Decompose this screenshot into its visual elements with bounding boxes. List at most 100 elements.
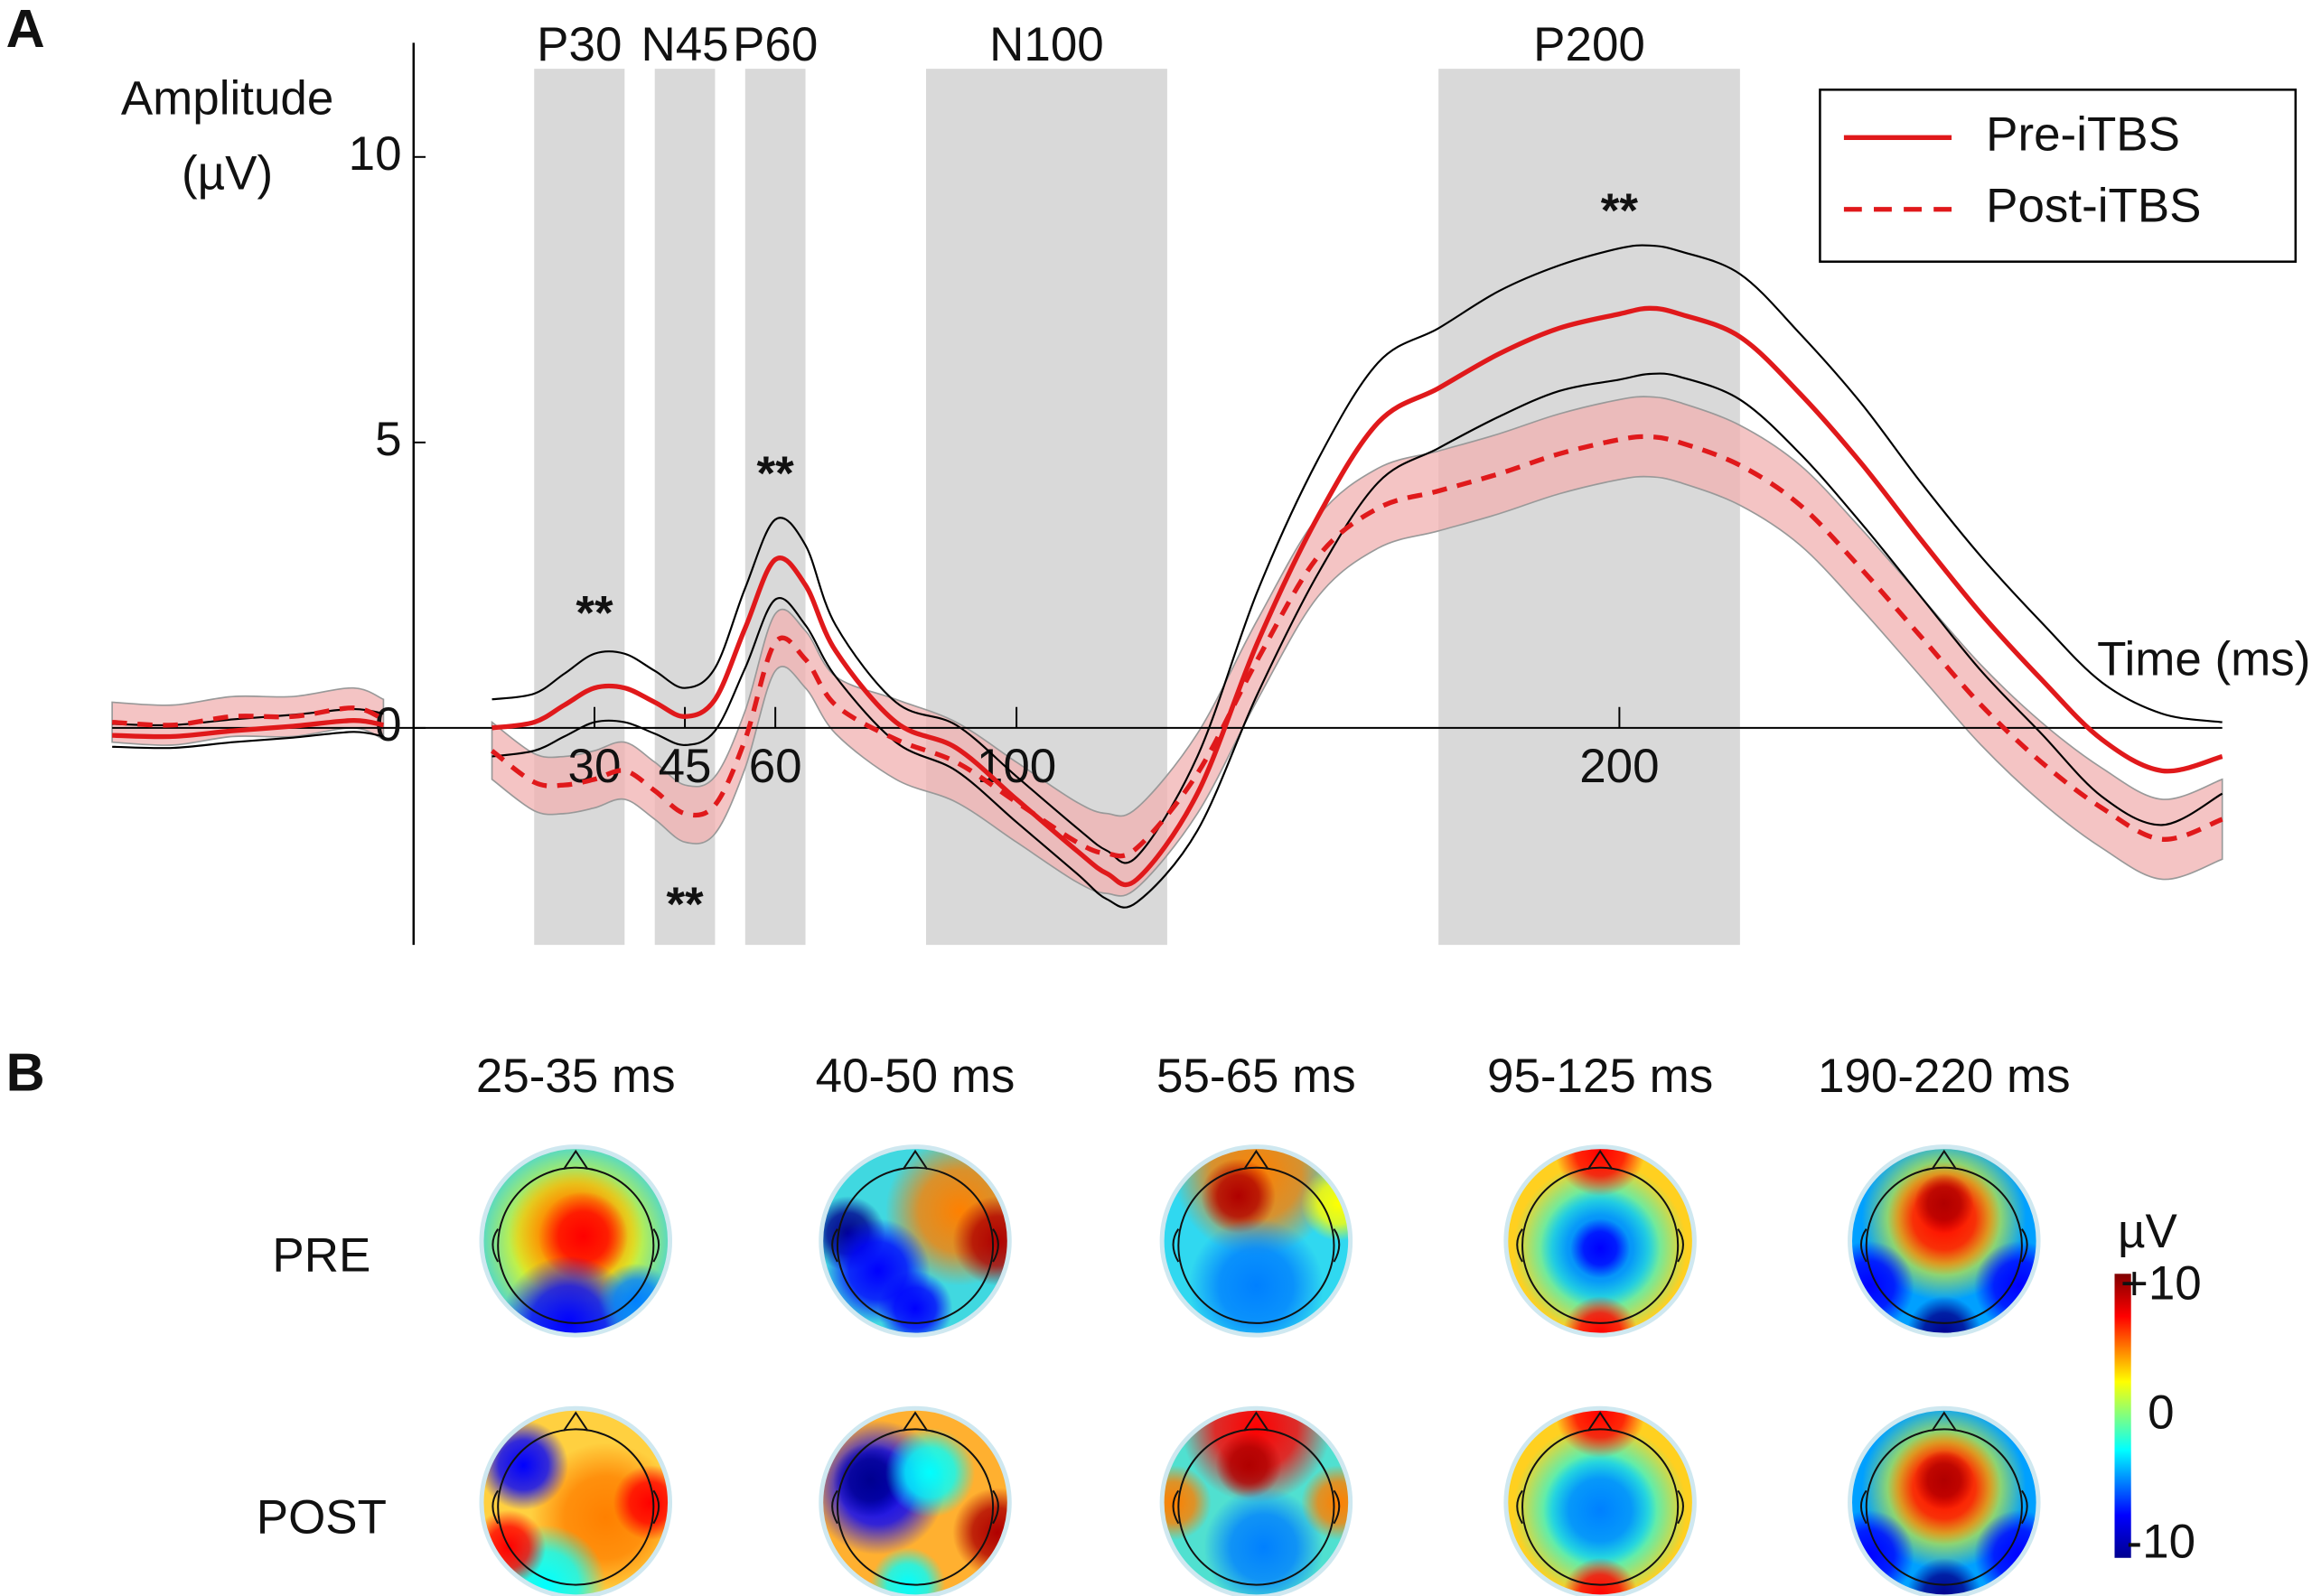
nose — [1931, 1411, 1957, 1432]
topomap-rim — [1503, 1405, 1697, 1596]
x-tick-label: 200 — [1579, 740, 1659, 793]
column-label: 40-50 ms — [816, 1050, 1016, 1103]
ear — [1172, 1489, 1180, 1525]
y-tick-label: 10 — [349, 127, 402, 181]
y-axis-label: (µV) — [182, 146, 273, 200]
row-label: POST — [257, 1490, 387, 1544]
nose — [1587, 1411, 1614, 1432]
ear — [1172, 1228, 1180, 1263]
ear — [1859, 1228, 1867, 1263]
head-outline — [1521, 1428, 1680, 1586]
ear — [1677, 1489, 1684, 1525]
topomap-blob — [1543, 1452, 1658, 1567]
ear — [1333, 1228, 1341, 1263]
x-axis-label: Time (ms) — [2097, 632, 2310, 686]
ear — [1516, 1489, 1523, 1525]
nose — [1243, 1411, 1269, 1432]
nose — [1587, 1149, 1614, 1170]
ear — [1516, 1228, 1523, 1263]
topomap-rim — [819, 1405, 1012, 1596]
topomap-rim — [479, 1144, 673, 1338]
column-label: 25-35 ms — [476, 1050, 676, 1103]
topomap — [1849, 1146, 2039, 1336]
confidence-line — [112, 372, 2223, 909]
topomap-blob — [1570, 1218, 1631, 1279]
row-label: PRE — [272, 1229, 370, 1283]
nose — [563, 1149, 589, 1170]
significance-marker: ** — [576, 587, 613, 640]
topomap-blob — [1914, 1173, 1974, 1234]
head-outline — [1865, 1166, 2023, 1324]
topomap-blob — [1301, 1166, 1351, 1241]
ear — [831, 1228, 838, 1263]
topomap-blob — [1973, 1509, 2039, 1596]
topomap-blob — [1914, 1450, 1974, 1510]
nose — [1243, 1149, 1269, 1170]
topomap-rim — [1503, 1144, 1697, 1338]
column-label: 190-220 ms — [1818, 1050, 2071, 1103]
nose — [902, 1411, 929, 1432]
significance-marker: ** — [757, 447, 795, 500]
significance-marker: ** — [666, 878, 704, 931]
panel-label: B — [6, 1042, 45, 1103]
column-label: 95-125 ms — [1487, 1050, 1713, 1103]
colorbar-label: µV — [2118, 1205, 2178, 1258]
ear — [491, 1489, 500, 1525]
topomap — [481, 1408, 670, 1596]
topomap-rim — [479, 1405, 672, 1596]
window-label: N100 — [989, 18, 1104, 71]
window-label: P30 — [537, 18, 622, 71]
significance-marker: ** — [1601, 184, 1639, 238]
window-label: N45 — [641, 18, 728, 71]
topomap-rim — [1159, 1405, 1353, 1596]
topomap — [1849, 1408, 2039, 1596]
x-tick-label: 45 — [659, 740, 712, 793]
x-tick-label: 30 — [568, 740, 622, 793]
window-label: P60 — [733, 18, 818, 71]
head-outline — [1177, 1166, 1335, 1324]
legend-label: Post-iTBS — [1986, 180, 2201, 233]
series-line — [112, 434, 2223, 859]
colorbar — [2114, 1274, 2131, 1558]
ear — [992, 1489, 999, 1525]
ear — [2021, 1228, 2028, 1263]
topomap-blob — [1849, 1240, 1914, 1331]
ear — [1859, 1489, 1867, 1525]
head-outline — [497, 1166, 655, 1324]
ear — [992, 1228, 999, 1263]
window-shade — [744, 69, 806, 946]
topomap — [1505, 1146, 1695, 1336]
nose — [563, 1411, 589, 1432]
topomap-blob — [885, 1427, 976, 1518]
confidence-band — [491, 396, 2223, 897]
ear — [491, 1228, 500, 1263]
head-outline — [1521, 1166, 1680, 1324]
topomap-rim — [1848, 1405, 2041, 1596]
column-label: 55-65 ms — [1156, 1050, 1356, 1103]
ear — [1677, 1228, 1684, 1263]
topomap-blob — [1203, 1487, 1324, 1596]
topomap-blob — [1973, 1240, 2039, 1331]
ear — [652, 1489, 660, 1525]
colorbar-tick-label: 0 — [2148, 1386, 2174, 1440]
head-outline — [836, 1428, 995, 1586]
x-tick-label: 60 — [749, 740, 802, 793]
y-tick-label: 5 — [375, 413, 401, 466]
colorbar-tick-label: -10 — [2127, 1515, 2196, 1568]
topomap — [820, 1408, 1010, 1596]
head-outline — [497, 1428, 655, 1586]
colorbar-tick-label: +10 — [2120, 1257, 2202, 1311]
ear — [2021, 1489, 2028, 1525]
nose — [1931, 1149, 1957, 1170]
topomap-blob — [1188, 1218, 1324, 1336]
head-outline — [1865, 1428, 2023, 1586]
panel-label: A — [6, 0, 45, 59]
window-label: P200 — [1533, 18, 1645, 71]
topomap-blob — [877, 1270, 953, 1336]
topomap-blob — [481, 1420, 568, 1510]
ear — [831, 1489, 838, 1525]
head-outline — [1177, 1428, 1335, 1586]
topomap — [1162, 1146, 1351, 1336]
